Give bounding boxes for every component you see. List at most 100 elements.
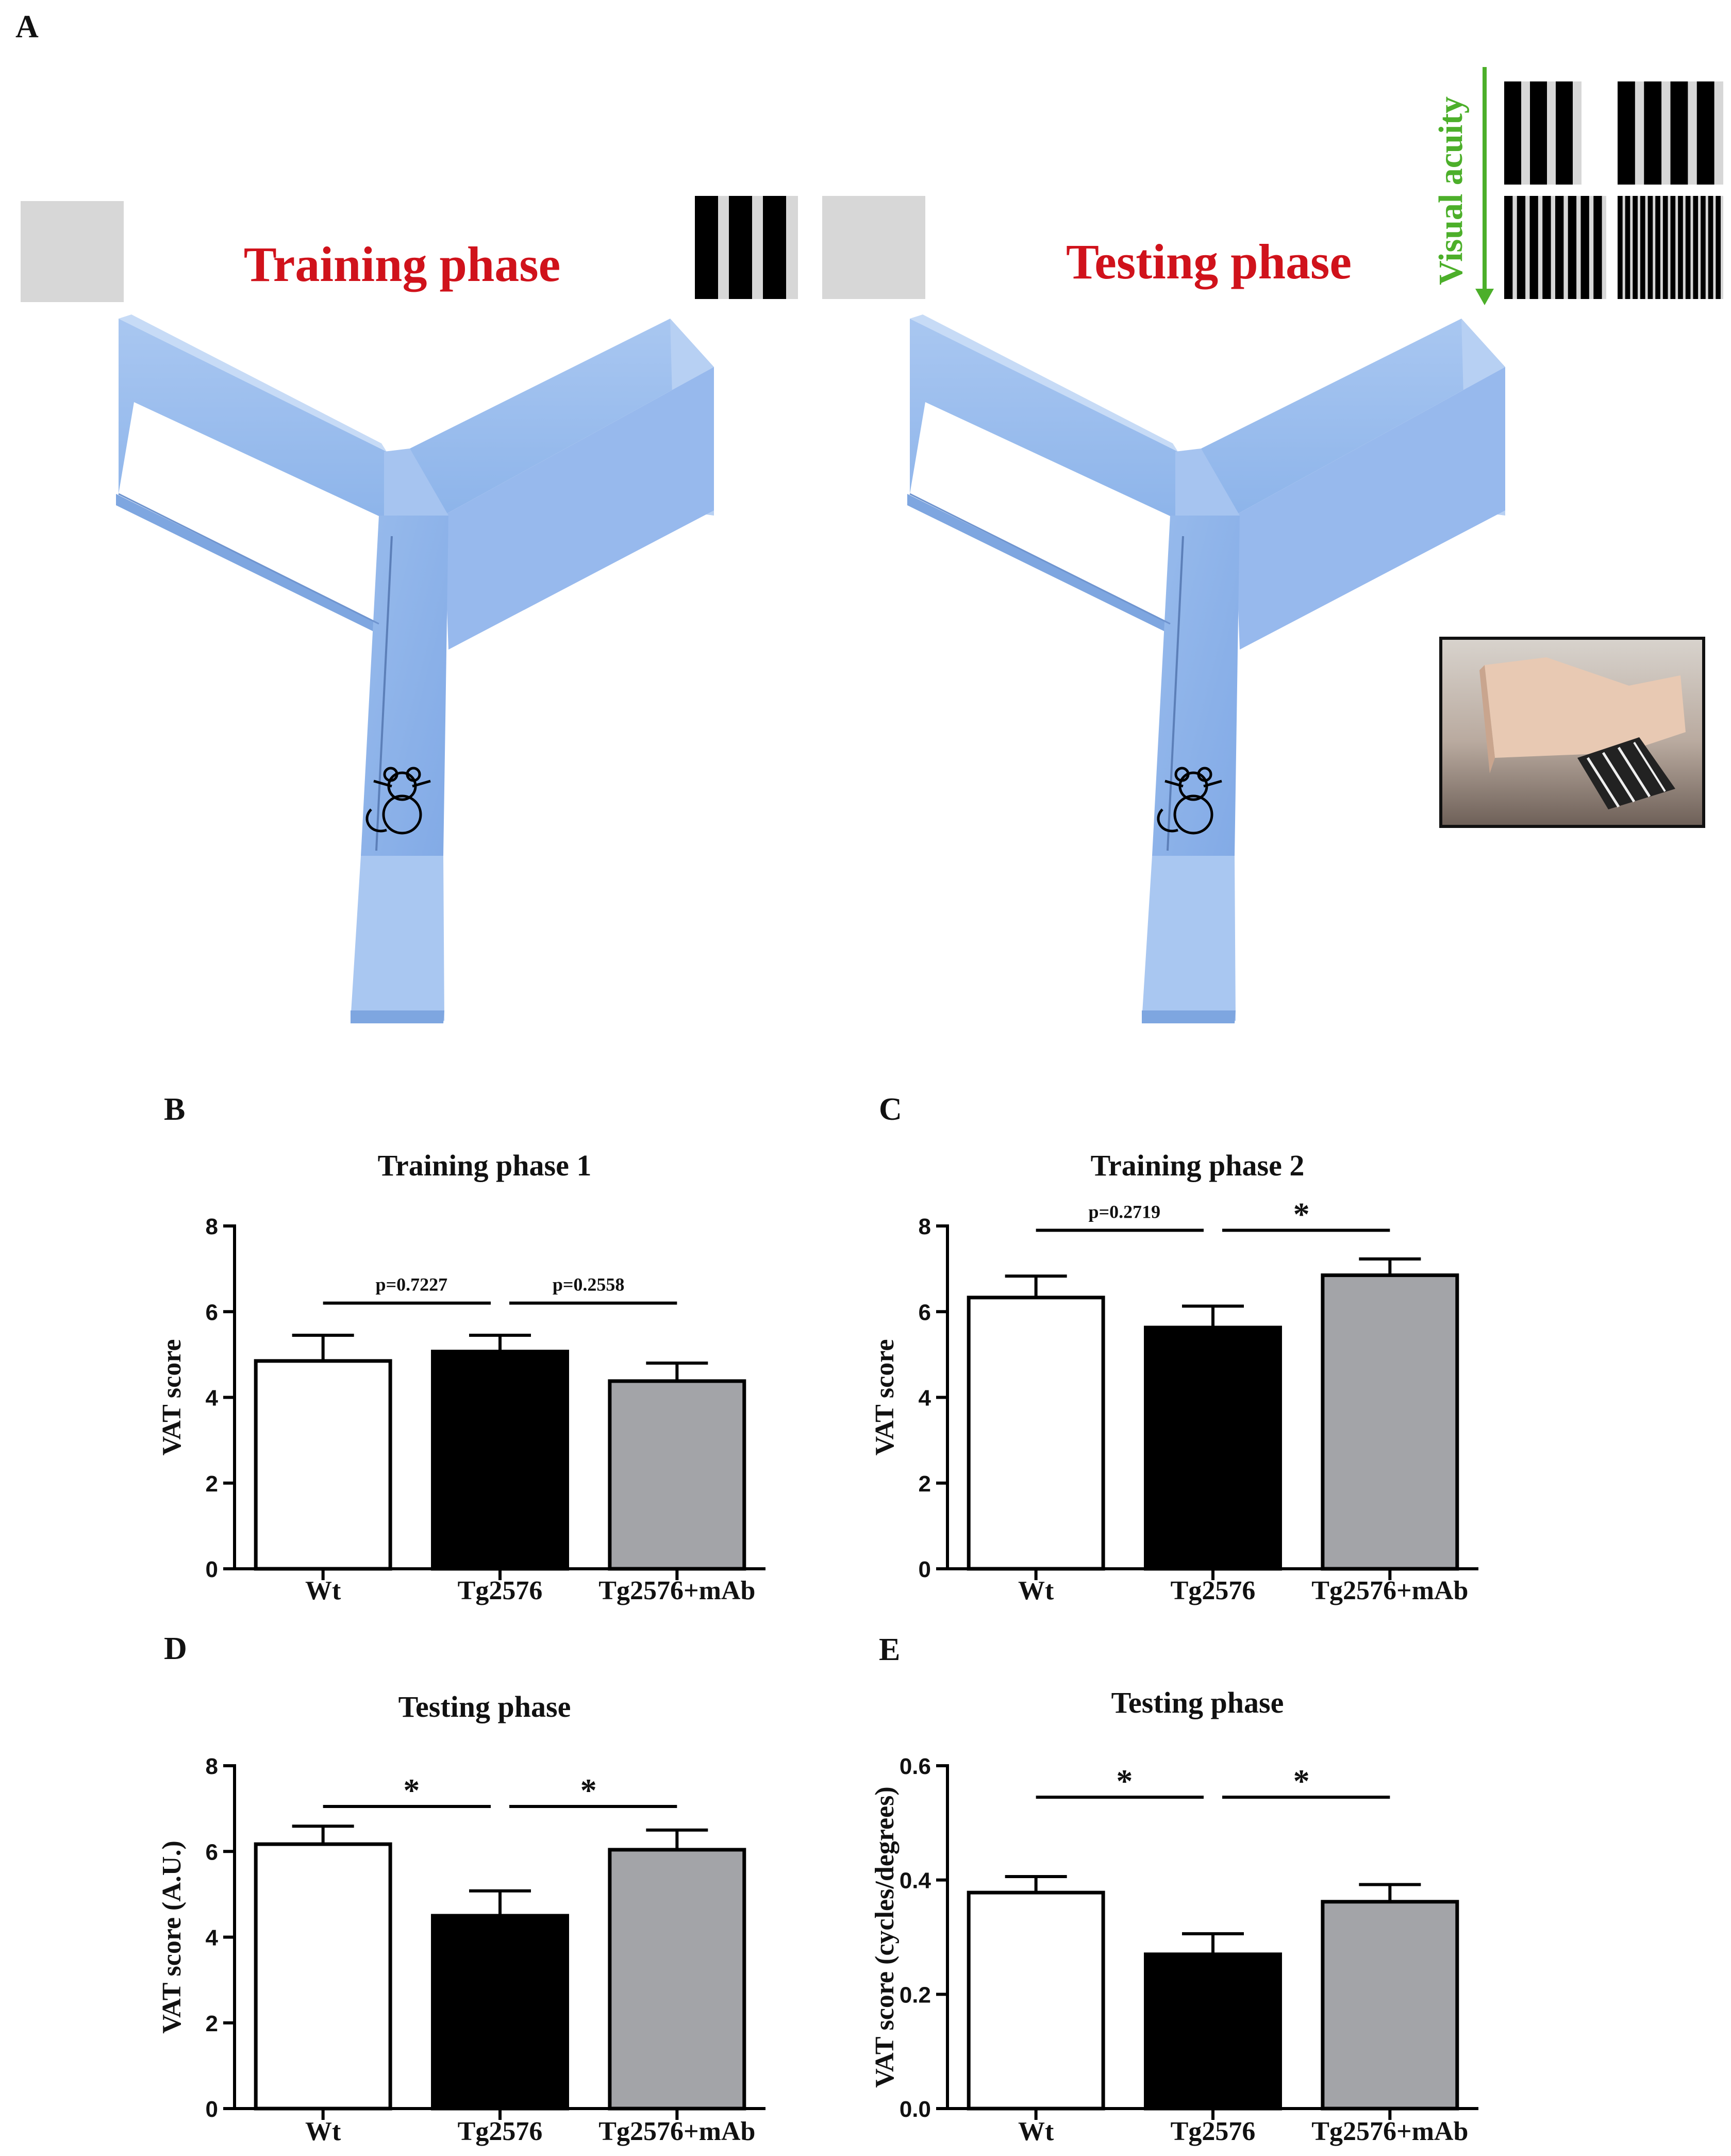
error-bar [1005,1274,1067,1298]
y-axis-label: VAT score (A.U.) [157,1840,187,2034]
error-bar [646,1828,708,1850]
x-tick-label: Tg2576 [458,1576,543,1605]
bar-chart-b: B Training phase 1 VAT score 0 2 4 6 8 Wt Tg2576 T… [157,1092,765,1605]
bar [1321,1273,1459,1571]
y-maze-training [116,314,714,1023]
y-tick-label: 8 [206,1214,218,1239]
bar [1321,1900,1459,2111]
panel-a: A Training phase Testing phase Visual ac… [15,9,1723,1023]
visual-acuity-arrow [1475,67,1494,305]
error-bar [292,1333,354,1361]
charts: B Training phase 1 VAT score 0 2 4 6 8 Wt Tg2576 T… [157,1092,1478,2146]
panel-letter-a: A [15,9,39,44]
chart-title: Training phase 2 [1091,1149,1305,1182]
error-bar [1182,1304,1244,1328]
significance-label: * [403,1772,420,1809]
y-tick-label: 6 [206,1300,218,1325]
significance-bracket: * [1222,1763,1390,1799]
mouse-icon [365,767,431,835]
grating-card [1618,81,1723,185]
y-tick-label: 2 [206,1471,218,1497]
bar [1144,1952,1282,2111]
y-tick-label: 6 [206,1839,218,1865]
bar [254,1842,392,2111]
significance-bracket: p=0.2558 [509,1274,677,1305]
grating-card [1618,196,1723,299]
bar [608,1379,746,1571]
visual-acuity-label: Visual acuity [1432,96,1470,285]
bar [1144,1325,1282,1571]
bar [967,1890,1105,2111]
y-tick-label: 2 [919,1471,931,1497]
y-tick-label: 2 [206,2011,218,2036]
significance-label: p=0.2558 [553,1274,625,1295]
y-tick-label: 0 [206,1557,218,1582]
significance-label: * [1293,1196,1310,1232]
significance-label: * [1293,1763,1310,1799]
significance-bracket: p=0.2719 [1036,1201,1204,1232]
significance-bracket: p=0.7227 [323,1274,491,1305]
y-tick-label: 8 [206,1754,218,1779]
x-tick-label: Tg2576+mAb [1311,1576,1468,1605]
gray-stimulus-card-left [21,201,124,302]
y-axis-label: VAT score [157,1339,187,1456]
y-tick-label: 0 [206,2097,218,2122]
x-tick-label: Wt [1018,2117,1054,2146]
bar-chart-e: E Testing phase VAT score (cycles/degrees)… [870,1632,1478,2146]
gray-stimulus-card-right [822,196,925,299]
y-tick-label: 4 [206,1386,219,1411]
x-tick-label: Tg2576+mAb [598,2117,755,2146]
panel-letter: D [164,1631,187,1666]
chart-title: Training phase 1 [378,1149,592,1182]
y-maze-testing [907,314,1505,1023]
x-tick-label: Wt [1018,1576,1054,1605]
mouse-icon [1157,767,1222,835]
bar [608,1848,746,2111]
y-tick-label: 0.2 [900,1982,931,2008]
y-tick-label: 0.0 [900,2097,931,2122]
bar-chart-c: C Training phase 2 VAT score 0 2 4 6 8 Wt Tg2576 T… [870,1092,1478,1605]
error-bar [646,1362,708,1381]
y-tick-label: 4 [919,1386,931,1411]
x-tick-label: Wt [305,2117,341,2146]
error-bar [292,1825,354,1845]
grating-stimulus-card [695,196,798,299]
y-axis-label: VAT score (cycles/degrees) [870,1786,900,2087]
y-tick-label: 0.6 [900,1754,931,1779]
panel-letter: E [879,1632,900,1667]
training-phase-title: Training phase [244,237,560,292]
grating-card [1504,196,1606,299]
significance-bracket: * [509,1772,677,1809]
significance-bracket: * [323,1772,491,1809]
grating-card [1504,81,1582,185]
bar [967,1296,1105,1571]
chart-title: Testing phase [398,1690,571,1723]
panel-letter: B [164,1092,185,1127]
x-tick-label: Tg2576+mAb [1311,2117,1468,2146]
y-tick-label: 6 [919,1300,931,1325]
y-axis-label: VAT score [870,1339,900,1456]
x-tick-label: Tg2576+mAb [598,1576,755,1605]
y-tick-label: 8 [919,1214,931,1239]
y-tick-label: 0 [919,1557,931,1582]
grating-series [1504,81,1723,299]
y-tick-label: 4 [206,1926,219,1951]
bar [254,1359,392,1571]
chart-title: Testing phase [1111,1686,1284,1719]
error-bar [1359,1257,1421,1275]
testing-phase-title: Testing phase [1066,234,1352,289]
significance-label: * [580,1772,597,1809]
bar [431,1914,569,2111]
significance-label: p=0.2719 [1089,1201,1161,1222]
apparatus-photo [1439,637,1705,828]
significance-label: p=0.7227 [376,1274,448,1295]
y-tick-label: 0.4 [900,1868,931,1894]
x-tick-label: Wt [305,1576,341,1605]
error-bar [1359,1883,1421,1902]
significance-label: * [1116,1763,1133,1799]
bar [431,1350,569,1571]
x-tick-label: Tg2576 [458,2117,543,2146]
bar-chart-d: D Testing phase VAT score (A.U.) 0 2 4 6 8 Wt Tg2… [157,1631,765,2146]
x-tick-label: Tg2576 [1171,2117,1256,2146]
